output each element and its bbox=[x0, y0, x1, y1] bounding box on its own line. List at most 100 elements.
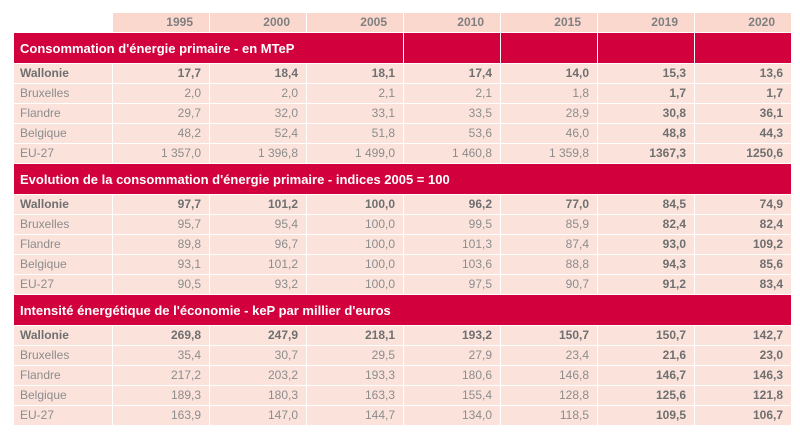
value-cell: 51,8 bbox=[306, 123, 404, 144]
region-label: EU-27 bbox=[13, 274, 113, 295]
region-label: Wallonie bbox=[13, 63, 113, 84]
value-cell: 109,2 bbox=[694, 234, 792, 255]
value-cell: 94,3 bbox=[597, 254, 695, 275]
year-header: 2000 bbox=[209, 12, 307, 33]
value-cell: 87,4 bbox=[500, 234, 598, 255]
value-cell: 125,6 bbox=[597, 385, 695, 406]
value-cell: 83,4 bbox=[694, 274, 792, 295]
value-cell: 36,1 bbox=[694, 103, 792, 124]
value-cell: 2,0 bbox=[209, 83, 307, 104]
value-cell: 146,7 bbox=[597, 365, 695, 386]
value-cell: 90,7 bbox=[500, 274, 598, 295]
value-cell: 100,0 bbox=[306, 234, 404, 255]
section-band-cell bbox=[597, 32, 695, 64]
value-cell: 33,1 bbox=[306, 103, 404, 124]
year-header: 2010 bbox=[403, 12, 501, 33]
region-label: Wallonie bbox=[13, 325, 113, 346]
value-cell: 30,8 bbox=[597, 103, 695, 124]
region-label: Bruxelles bbox=[13, 345, 113, 366]
value-cell: 52,4 bbox=[209, 123, 307, 144]
region-label: Belgique bbox=[13, 123, 113, 144]
value-cell: 144,7 bbox=[306, 405, 404, 426]
region-label: Belgique bbox=[13, 254, 113, 275]
table-row: Bruxelles 95,7 95,4 100,0 99,5 85,9 82,4 82,4 bbox=[13, 214, 792, 235]
value-cell: 23,0 bbox=[694, 345, 792, 366]
table-row: Wallonie 17,7 18,4 18,1 17,4 14,0 15,3 13,6 bbox=[13, 63, 792, 84]
value-cell: 100,0 bbox=[306, 274, 404, 295]
table-row: Flandre 217,2 203,2 193,3 180,6 146,8 146,7 146… bbox=[13, 365, 792, 386]
year-header: 2005 bbox=[306, 12, 404, 33]
value-cell: 128,8 bbox=[500, 385, 598, 406]
year-header: 1995 bbox=[112, 12, 210, 33]
value-cell: 1 359,8 bbox=[500, 143, 598, 164]
value-cell: 142,7 bbox=[694, 325, 792, 346]
table-row: EU-27 163,9 147,0 144,7 134,0 118,5 109,5 106,7 bbox=[13, 405, 792, 426]
section-title: Consommation d'énergie primaire - en MTe… bbox=[13, 32, 404, 64]
value-cell: 101,3 bbox=[403, 234, 501, 255]
value-cell: 93,2 bbox=[209, 274, 307, 295]
value-cell: 1,7 bbox=[597, 83, 695, 104]
value-cell: 269,8 bbox=[112, 325, 210, 346]
section-header-row: Evolution de la consommation d'énergie p… bbox=[13, 163, 792, 195]
value-cell: 150,7 bbox=[597, 325, 695, 346]
value-cell: 88,8 bbox=[500, 254, 598, 275]
value-cell: 163,9 bbox=[112, 405, 210, 426]
value-cell: 1 460,8 bbox=[403, 143, 501, 164]
table-row: Flandre 29,7 32,0 33,1 33,5 28,9 30,8 36,1 bbox=[13, 103, 792, 124]
table-row: Belgique 93,1 101,2 100,0 103,6 88,8 94,3 85,6 bbox=[13, 254, 792, 275]
value-cell: 77,0 bbox=[500, 194, 598, 215]
value-cell: 147,0 bbox=[209, 405, 307, 426]
value-cell: 85,9 bbox=[500, 214, 598, 235]
region-label: Bruxelles bbox=[13, 83, 113, 104]
value-cell: 35,4 bbox=[112, 345, 210, 366]
value-cell: 48,2 bbox=[112, 123, 210, 144]
value-cell: 2,1 bbox=[306, 83, 404, 104]
value-cell: 247,9 bbox=[209, 325, 307, 346]
value-cell: 100,0 bbox=[306, 194, 404, 215]
table-row: Bruxelles 35,4 30,7 29,5 27,9 23,4 21,6 23,0 bbox=[13, 345, 792, 366]
value-cell: 85,6 bbox=[694, 254, 792, 275]
region-label: EU-27 bbox=[13, 405, 113, 426]
value-cell: 74,9 bbox=[694, 194, 792, 215]
value-cell: 29,7 bbox=[112, 103, 210, 124]
value-cell: 28,9 bbox=[500, 103, 598, 124]
value-cell: 32,0 bbox=[209, 103, 307, 124]
section-title: Evolution de la consommation d'énergie p… bbox=[13, 163, 792, 195]
value-cell: 121,8 bbox=[694, 385, 792, 406]
value-cell: 46,0 bbox=[500, 123, 598, 144]
value-cell: 217,2 bbox=[112, 365, 210, 386]
region-label: Bruxelles bbox=[13, 214, 113, 235]
value-cell: 118,5 bbox=[500, 405, 598, 426]
table-row: Bruxelles 2,0 2,0 2,1 2,1 1,8 1,7 1,7 bbox=[13, 83, 792, 104]
value-cell: 27,9 bbox=[403, 345, 501, 366]
value-cell: 21,6 bbox=[597, 345, 695, 366]
section-header-row: Consommation d'énergie primaire - en MTe… bbox=[13, 32, 792, 64]
value-cell: 99,5 bbox=[403, 214, 501, 235]
year-header-row: 1995 2000 2005 2010 2015 2019 2020 bbox=[13, 12, 792, 33]
value-cell: 17,7 bbox=[112, 63, 210, 84]
region-label: Flandre bbox=[13, 103, 113, 124]
value-cell: 155,4 bbox=[403, 385, 501, 406]
value-cell: 163,3 bbox=[306, 385, 404, 406]
value-cell: 134,0 bbox=[403, 405, 501, 426]
value-cell: 18,4 bbox=[209, 63, 307, 84]
value-cell: 2,1 bbox=[403, 83, 501, 104]
value-cell: 29,5 bbox=[306, 345, 404, 366]
region-label: Belgique bbox=[13, 385, 113, 406]
value-cell: 189,3 bbox=[112, 385, 210, 406]
value-cell: 146,3 bbox=[694, 365, 792, 386]
value-cell: 109,5 bbox=[597, 405, 695, 426]
value-cell: 100,0 bbox=[306, 254, 404, 275]
value-cell: 14,0 bbox=[500, 63, 598, 84]
energy-table-container: 1995 2000 2005 2010 2015 2019 2020 Conso… bbox=[13, 12, 792, 426]
table-row: EU-27 90,5 93,2 100,0 97,5 90,7 91,2 83,4 bbox=[13, 274, 792, 295]
value-cell: 17,4 bbox=[403, 63, 501, 84]
region-label: Flandre bbox=[13, 234, 113, 255]
value-cell: 93,1 bbox=[112, 254, 210, 275]
value-cell: 93,0 bbox=[597, 234, 695, 255]
value-cell: 96,2 bbox=[403, 194, 501, 215]
value-cell: 33,5 bbox=[403, 103, 501, 124]
table-row: Flandre 89,8 96,7 100,0 101,3 87,4 93,0 109,2 bbox=[13, 234, 792, 255]
value-cell: 1 499,0 bbox=[306, 143, 404, 164]
table-row: Belgique 189,3 180,3 163,3 155,4 128,8 125,6 12… bbox=[13, 385, 792, 406]
